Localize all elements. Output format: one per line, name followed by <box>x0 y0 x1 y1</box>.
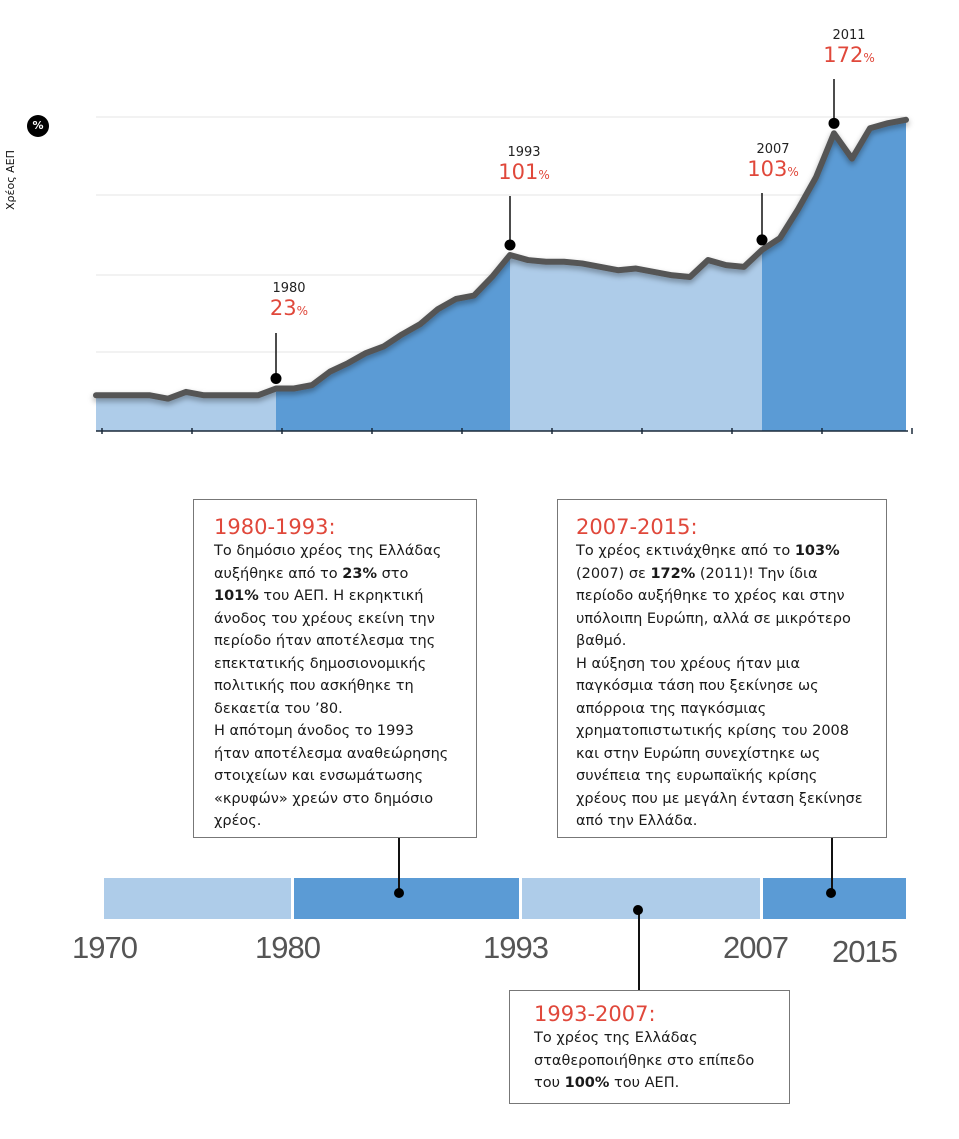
area-1970-1980 <box>96 388 276 431</box>
timeline-segment-2007-2015 <box>763 878 906 919</box>
annotation-value: 101% <box>498 160 550 184</box>
info-box-line: χρηματοπιστωτικής κρίσης του 2008 <box>576 723 850 739</box>
debt-line <box>93 116 909 402</box>
annotation-value: 103% <box>747 157 799 181</box>
info-box-title: 1980-1993: <box>214 515 336 539</box>
info-box-line: άνοδος του χρέους εκείνη την <box>214 610 435 627</box>
info-box-line: Το χρέος εκτινάχθηκε από το 103% <box>576 543 840 559</box>
info-box-line: και στην Ευρώπη συνεχίστηκε ως <box>576 745 821 762</box>
info-box-line: παγκόσμια τάση που ξεκίνησε ως <box>576 678 819 694</box>
timeline-dot-2007-2015 <box>826 888 836 898</box>
info-box-line: σταθεροποιήθηκε στο επίπεδο <box>534 1052 755 1069</box>
timeline-year-2015: 2015 <box>832 934 898 969</box>
data-point-marker-1980 <box>270 373 282 385</box>
info-box-line: επεκτατικής δημοσιονομικής <box>214 655 427 672</box>
info-box-line: περίοδο ήταν αποτέλεσμα της <box>214 633 436 649</box>
timeline-year-2007: 2007 <box>723 930 789 965</box>
info-box-line: Η αύξηση του χρέους ήταν μια <box>576 655 800 672</box>
annotation-year: 1993 <box>507 145 541 160</box>
info-box-line: χρέος. <box>214 813 262 829</box>
info-box-1980-1993: 1980-1993: Το δημόσιο χρέος της Ελλάδας α… <box>193 499 477 838</box>
info-box-line: απόρροια της παγκόσμιας <box>576 700 767 717</box>
info-box-text: Το χρέος εκτινάχθηκε από το 103% (2007) σ… <box>576 540 868 833</box>
info-box-line: από την Ελλάδα. <box>576 813 698 829</box>
connector-line-1993-2007 <box>638 911 640 990</box>
info-box-2007-2015: 2007-2015: Το χρέος εκτινάχθηκε από το 1… <box>557 499 887 838</box>
data-point-marker-2011 <box>828 117 840 129</box>
annotation-2007: 2007 103% <box>728 142 818 184</box>
timeline-dot-1993-2007 <box>633 905 643 915</box>
info-box-line: Το δημόσιο χρέος της Ελλάδας <box>214 543 442 559</box>
area-2007-2015 <box>762 119 906 432</box>
info-box-line: περίοδο αυξήθηκε το χρέος και στην <box>576 588 845 604</box>
annotation-year: 2007 <box>756 142 790 157</box>
timeline-dot-1980-1993 <box>394 888 404 898</box>
info-box-line: χρέους που με μεγάλη ένταση ξεκίνησε <box>576 790 863 807</box>
annotation-value: 172% <box>823 43 875 67</box>
info-box-1993-2007: 1993-2007: Το χρέος της Ελλάδας σταθεροπο… <box>509 990 790 1104</box>
info-box-line: συνέπεια της ευρωπαϊκής κρίσης <box>576 768 818 784</box>
area-1993-2007 <box>510 249 762 431</box>
info-box-text: Το δημόσιο χρέος της Ελλάδας αυξήθηκε από… <box>214 540 456 833</box>
annotation-1980: 1980 23% <box>244 281 334 323</box>
info-box-line: πολιτικής που ασκήθηκε τη <box>214 678 414 694</box>
annotation-1993: 1993 101% <box>479 145 569 187</box>
info-box-text: Το χρέος της Ελλάδας σταθεροποιήθηκε στο … <box>534 1027 765 1095</box>
info-box-line: αυξήθηκε από το 23% στο <box>214 565 409 582</box>
debt-area-chart <box>93 79 913 434</box>
info-box-line: ήταν αποτέλεσμα αναθεώρησης <box>214 745 449 762</box>
info-box-title: 2007-2015: <box>576 515 698 539</box>
timeline-segment-1970-1980 <box>104 878 291 919</box>
annotation-2011: 2011 172% <box>804 28 894 70</box>
percent-badge: % <box>27 115 49 137</box>
timeline-year-1970: 1970 <box>72 930 138 965</box>
data-point-marker-1993 <box>504 239 516 251</box>
data-point-marker-2007 <box>756 234 768 246</box>
timeline-year-1993: 1993 <box>483 930 549 965</box>
info-box-line: «κρυφών» χρεών στο δημόσιο <box>214 790 434 807</box>
info-box-line: Η απότομη άνοδος το 1993 <box>214 723 414 739</box>
annotation-value: 23% <box>269 296 309 320</box>
info-box-line: στοιχείων και ενσωμάτωσης <box>214 768 424 784</box>
annotation-year: 2011 <box>832 28 866 43</box>
annotation-year: 1980 <box>272 281 306 296</box>
connector-line-2007-2015 <box>831 838 833 893</box>
info-box-line: του 100% του ΑΕΠ. <box>534 1075 680 1091</box>
info-box-line: 101% του ΑΕΠ. Η εκρηκτική <box>214 588 424 604</box>
info-box-line: βαθμό. <box>576 633 627 649</box>
timeline-year-1980: 1980 <box>255 930 321 965</box>
info-box-line: δεκαετία του ’80. <box>214 700 343 717</box>
info-box-line: (2007) σε 172% (2011)! Την ίδια <box>576 565 818 582</box>
info-box-line: υπόλοιπη Ευρώπη, αλλά σε μικρότερο <box>576 610 851 627</box>
info-box-title: 1993-2007: <box>534 1002 656 1026</box>
connector-line-1980-1993 <box>398 838 400 893</box>
timeline-segment-1980-1993 <box>294 878 519 919</box>
info-box-line: Το χρέος της Ελλάδας <box>534 1030 698 1046</box>
